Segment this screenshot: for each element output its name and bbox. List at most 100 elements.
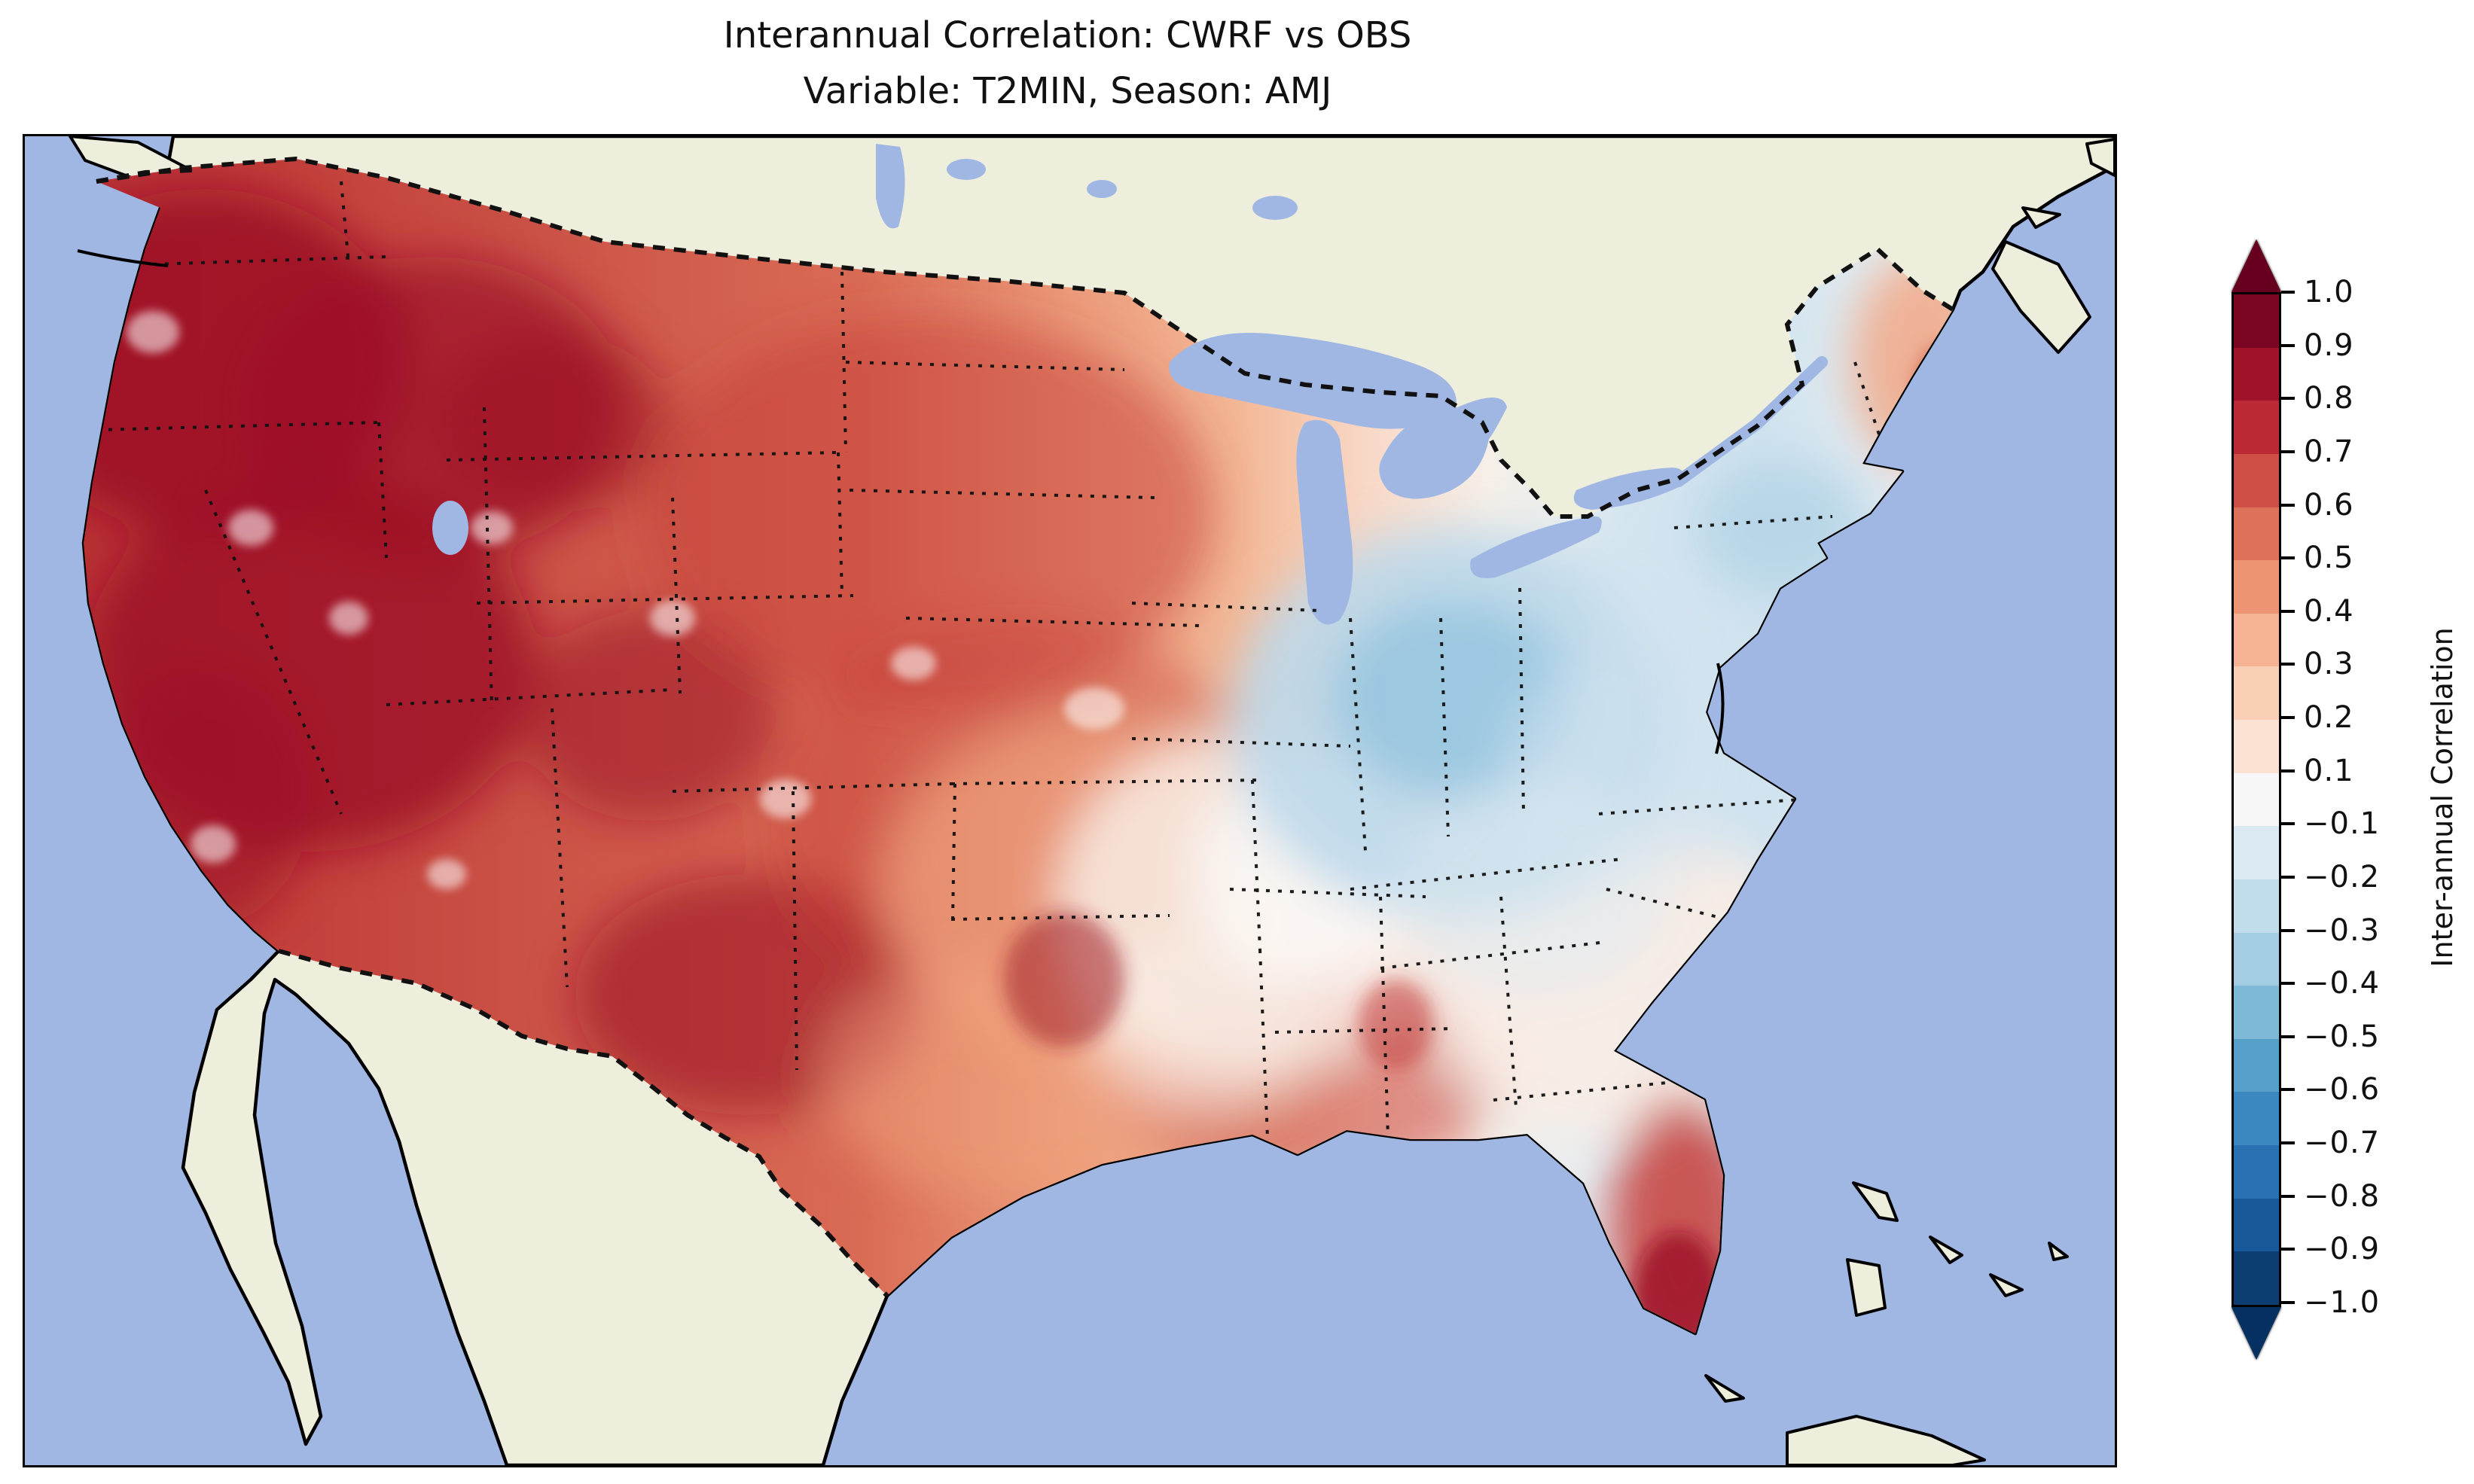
colorbar-tick-mark bbox=[2281, 343, 2295, 347]
colorbar-tick-label: 0.8 bbox=[2304, 381, 2354, 416]
colorbar-tick-label: 0.2 bbox=[2304, 700, 2354, 736]
bahamas-islet-3 bbox=[1989, 1273, 2024, 1297]
colorbar-segment bbox=[2234, 720, 2279, 773]
lake-winnipeg bbox=[876, 144, 905, 229]
colorbar-tick: −0.1 bbox=[2281, 806, 2380, 841]
bahamas-islet-4 bbox=[2048, 1242, 2069, 1261]
figure-title-line1: Interannual Correlation: CWRF vs OBS bbox=[723, 14, 1412, 56]
figure-title: Interannual Correlation: CWRF vs OBS Var… bbox=[23, 8, 2113, 120]
colorbar-segment bbox=[2234, 560, 2279, 614]
colorbar-segment bbox=[2234, 826, 2279, 879]
colorbar-tick-mark bbox=[2281, 822, 2295, 826]
great-lakes bbox=[432, 144, 1828, 625]
northern-lake-1 bbox=[947, 159, 986, 180]
colorbar-extend-below-arrow bbox=[2231, 1307, 2281, 1360]
colorbar-tick: 0.2 bbox=[2281, 700, 2354, 735]
colorbar-axis-label: Inter-annual Correlation bbox=[2426, 627, 2459, 967]
colorbar-tick: 1.0 bbox=[2281, 275, 2354, 309]
colorbar-tick-label: −0.6 bbox=[2304, 1072, 2381, 1108]
state-borders bbox=[96, 181, 1887, 1138]
colorbar-tick-mark bbox=[2281, 449, 2295, 453]
cuba bbox=[1786, 1415, 1986, 1465]
lake-superior bbox=[1169, 333, 1457, 429]
colorbar-segment bbox=[2234, 401, 2279, 454]
country-borders bbox=[96, 156, 1954, 1298]
great-salt-lake bbox=[432, 501, 468, 555]
colorbar-tick-mark bbox=[2281, 503, 2295, 507]
northern-lake-3 bbox=[1252, 196, 1298, 220]
columbia-river bbox=[77, 249, 169, 267]
colorbar-tick-mark bbox=[2281, 1088, 2295, 1092]
colorbar-tick: 0.4 bbox=[2281, 594, 2354, 629]
colorbar-tick-label: −0.9 bbox=[2304, 1232, 2381, 1267]
colorbar-segment bbox=[2234, 1198, 2279, 1252]
colorbar-tick: 0.3 bbox=[2281, 647, 2354, 681]
colorbar-extend-above-arrow bbox=[2231, 239, 2281, 292]
bahamas-islet-2 bbox=[1929, 1236, 1963, 1264]
colorbar-tick-label: −0.8 bbox=[2304, 1178, 2381, 1214]
prince-edward-island bbox=[2021, 206, 2061, 229]
colorbar-tick-label: −1.0 bbox=[2304, 1285, 2381, 1320]
colorbar-tick-label: −0.1 bbox=[2304, 806, 2381, 842]
colorbar-tick-mark bbox=[2281, 716, 2295, 720]
colorbar-tick-mark bbox=[2281, 556, 2295, 560]
colorbar-segment bbox=[2234, 507, 2279, 561]
colorbar-tick-mark bbox=[2281, 1194, 2295, 1198]
colorbar-tick: −0.9 bbox=[2281, 1232, 2380, 1266]
colorbar-tick-mark bbox=[2281, 928, 2295, 932]
colorbar-tick: 0.8 bbox=[2281, 381, 2354, 416]
colorbar-tick-label: −0.2 bbox=[2304, 859, 2381, 894]
colorbar-segment bbox=[2234, 1145, 2279, 1199]
colorbar-tick: −0.8 bbox=[2281, 1179, 2380, 1214]
colorbar-tick-label: 0.1 bbox=[2304, 753, 2354, 788]
colorbar-segment bbox=[2234, 666, 2279, 720]
colorbar-tick-mark bbox=[2281, 291, 2295, 294]
islands bbox=[69, 136, 2115, 1465]
colorbar-tick: 0.9 bbox=[2281, 328, 2354, 363]
colorbar-tick-mark bbox=[2281, 663, 2295, 666]
colorbar-tick-label: 0.9 bbox=[2304, 328, 2354, 363]
colorbar-tick-mark bbox=[2281, 1035, 2295, 1038]
colorbar: 1.0 0.9 0.8 0.7 0.6 0.5 0.4 0.3 0.2 0.1 −0.1 −0.2 −0… bbox=[2231, 239, 2379, 1360]
colorbar-tick: 0.1 bbox=[2281, 754, 2354, 788]
colorbar-segment bbox=[2234, 772, 2279, 827]
colorbar-tick-mark bbox=[2281, 769, 2295, 772]
colorbar-tick-label: 0.3 bbox=[2304, 647, 2354, 682]
newfoundland-corner bbox=[2085, 138, 2115, 177]
colorbar-tick: 0.6 bbox=[2281, 488, 2354, 523]
colorbar-segment bbox=[2234, 1092, 2279, 1145]
northern-lake-2 bbox=[1087, 180, 1117, 198]
colorbar-tick-mark bbox=[2281, 982, 2295, 986]
colorbar-gradient bbox=[2231, 292, 2281, 1307]
florida-keys bbox=[1704, 1374, 1745, 1403]
colorbar-tick-label: 0.4 bbox=[2304, 593, 2354, 629]
colorbar-tick: −0.5 bbox=[2281, 1019, 2380, 1054]
andros-island bbox=[1846, 1258, 1887, 1317]
colorbar-tick: 0.7 bbox=[2281, 434, 2354, 469]
lake-ontario bbox=[1573, 468, 1684, 510]
bahamas-islet-1 bbox=[1852, 1181, 1899, 1222]
coastal-details bbox=[77, 249, 1725, 754]
colorbar-tick-mark bbox=[2281, 1141, 2295, 1145]
colorbar-tick-mark bbox=[2281, 609, 2295, 613]
colorbar-ticks: 1.0 0.9 0.8 0.7 0.6 0.5 0.4 0.3 0.2 0.1 −0.1 −0.2 −0… bbox=[2281, 275, 2447, 1320]
colorbar-tick: 0.5 bbox=[2281, 541, 2354, 575]
colorbar-segment bbox=[2234, 986, 2279, 1039]
colorbar-segment bbox=[2234, 347, 2279, 401]
lake-michigan bbox=[1296, 419, 1353, 625]
lake-huron bbox=[1379, 398, 1507, 499]
colorbar-tick-label: 0.6 bbox=[2304, 487, 2354, 523]
colorbar-tick: −0.7 bbox=[2281, 1126, 2380, 1160]
colorbar-tick-label: 1.0 bbox=[2304, 275, 2354, 309]
colorbar-tick: −0.2 bbox=[2281, 860, 2380, 894]
colorbar-tick-mark bbox=[2281, 397, 2295, 401]
colorbar-tick: −0.4 bbox=[2281, 966, 2380, 1001]
chesapeake-bay bbox=[1715, 663, 1725, 754]
colorbar-segment bbox=[2234, 613, 2279, 667]
colorbar-tick: −1.0 bbox=[2281, 1285, 2380, 1320]
colorbar-tick: −0.3 bbox=[2281, 913, 2380, 948]
lake-erie bbox=[1470, 516, 1602, 578]
colorbar-tick-mark bbox=[2281, 875, 2295, 879]
colorbar-tick-label: 0.5 bbox=[2304, 541, 2354, 576]
colorbar-tick: −0.6 bbox=[2281, 1072, 2380, 1107]
